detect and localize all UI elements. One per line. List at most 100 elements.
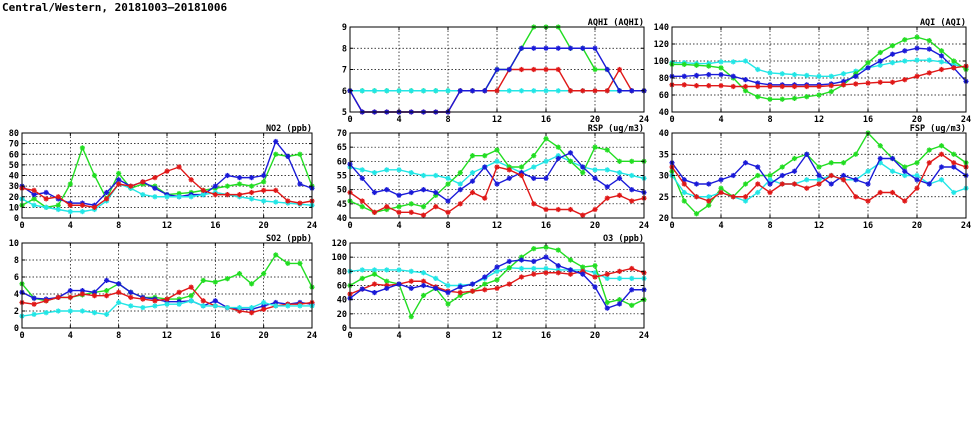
so2-point-red-3 [55,294,61,300]
so2-point-red-2 [43,298,49,304]
o3-point-red-22 [616,268,623,274]
aqi-point-green-13 [828,89,834,95]
rsp-xtick-label: 8 [445,221,450,231]
aqi-point-cyan-19 [902,58,908,64]
aqhi-chart: AQHI (AQHI) 0 4 8 12 16 20 24 5 6 7 8 9 [342,18,649,125]
no2-point-green-5 [79,145,86,151]
o3-ytick-label: 100 [332,253,347,263]
aqi-point-blue-1 [681,73,687,79]
aqi-xtick-label: 4 [718,115,723,125]
aqi-point-blue-6 [742,77,749,83]
rsp-point-blue-6 [420,187,427,193]
rsp-point-green-17 [555,144,561,150]
aqi-point-red-21 [926,70,932,76]
aqhi-title: AQHI (AQHI) [588,18,644,28]
fsp-point-red-17 [877,189,883,196]
aqi-point-cyan-12 [816,73,822,79]
rsp-point-green-16 [543,136,549,142]
aqi-point-cyan-9 [779,71,785,77]
aqi-point-red-22 [938,66,945,73]
no2-point-green-18 [236,181,243,187]
rsp-point-red-3 [384,204,390,210]
fsp-ytick-label: 20 [659,214,669,224]
aqi-xtick-label: 0 [669,115,674,125]
rsp-point-blue-9 [457,187,463,193]
no2-ytick-label: 60 [9,150,19,160]
so2-ytick-label: 6 [14,273,19,283]
rsp-point-blue-2 [371,189,378,196]
so2-xtick-label: 20 [259,331,269,341]
no2-point-red-3 [55,194,61,200]
rsp-point-cyan-2 [371,170,378,176]
so2-xtick-label: 8 [116,331,121,341]
aqi-point-blue-22 [938,53,945,59]
aqi-series-green [669,34,969,102]
aqi-point-green-10 [791,95,798,101]
no2-point-blue-20 [261,172,267,179]
fsp-point-green-2 [693,211,700,217]
aqi-ytick-label: 120 [654,40,669,50]
so2-point-cyan-11 [152,303,158,309]
o3-point-red-17 [555,270,561,276]
fsp-point-blue-3 [706,181,712,187]
fsp-point-blue-18 [889,155,896,162]
so2-ytick-label: 8 [14,256,19,266]
rsp-point-blue-11 [482,164,488,170]
o3-xtick-label: 16 [541,331,551,341]
no2-grid [22,133,312,218]
fsp-point-blue-10 [791,168,798,174]
rsp-point-blue-5 [408,189,414,196]
no2-xtick-label: 24 [307,221,317,231]
fsp-point-cyan-7 [755,189,761,196]
o3-point-blue-21 [604,305,610,311]
aqhi-point-cyan-1 [359,88,365,94]
so2-point-cyan-10 [140,305,146,311]
so2-point-green-15 [200,277,206,283]
no2-point-red-4 [67,202,73,208]
so2-point-red-4 [67,294,73,300]
aqi-point-red-19 [902,77,908,83]
aqhi-point-red-20 [592,88,598,94]
rsp-point-green-18 [567,158,574,164]
no2-point-blue-18 [236,175,243,181]
so2-point-red-14 [188,284,194,290]
rsp-point-green-21 [604,147,610,153]
fsp-point-cyan-8 [767,177,773,183]
rsp-point-cyan-23 [629,172,635,179]
aqi-point-red-8 [767,83,773,90]
aqhi-point-cyan-16 [543,88,549,94]
rsp-point-green-10 [469,153,476,159]
fsp-point-green-9 [779,164,785,170]
o3-point-blue-3 [384,285,390,291]
o3-point-red-21 [604,271,610,277]
rsp-ytick-label: 60 [337,157,347,167]
fsp-point-red-19 [902,198,908,204]
o3-point-green-17 [555,247,561,253]
aqi-point-cyan-13 [828,73,834,79]
o3-point-blue-20 [592,284,598,290]
fsp-point-green-10 [791,155,798,162]
aqhi-point-blue-11 [482,88,488,94]
so2-grid [22,243,312,328]
o3-point-blue-11 [482,274,488,280]
aqhi-point-cyan-14 [518,88,525,94]
so2-point-blue-16 [212,298,218,304]
rsp-point-cyan-5 [408,170,414,176]
fsp-point-red-23 [951,160,957,166]
aqi-point-cyan-14 [840,71,847,77]
so2-point-blue-9 [128,289,134,295]
so2-point-green-14 [188,293,194,299]
so2-series-cyan [19,298,315,319]
aqhi-point-blue-20 [592,45,598,51]
so2-point-blue-21 [273,299,279,306]
no2-point-red-16 [212,192,218,198]
rsp-ytick-label: 45 [337,200,347,210]
rsp-point-green-12 [494,147,500,153]
o3-point-green-8 [445,301,451,307]
no2-point-red-12 [164,168,170,174]
fsp-ytick-label: 35 [659,150,669,160]
fsp-point-blue-17 [877,155,883,162]
aqi-point-cyan-22 [938,59,945,65]
so2-point-cyan-4 [67,308,73,314]
